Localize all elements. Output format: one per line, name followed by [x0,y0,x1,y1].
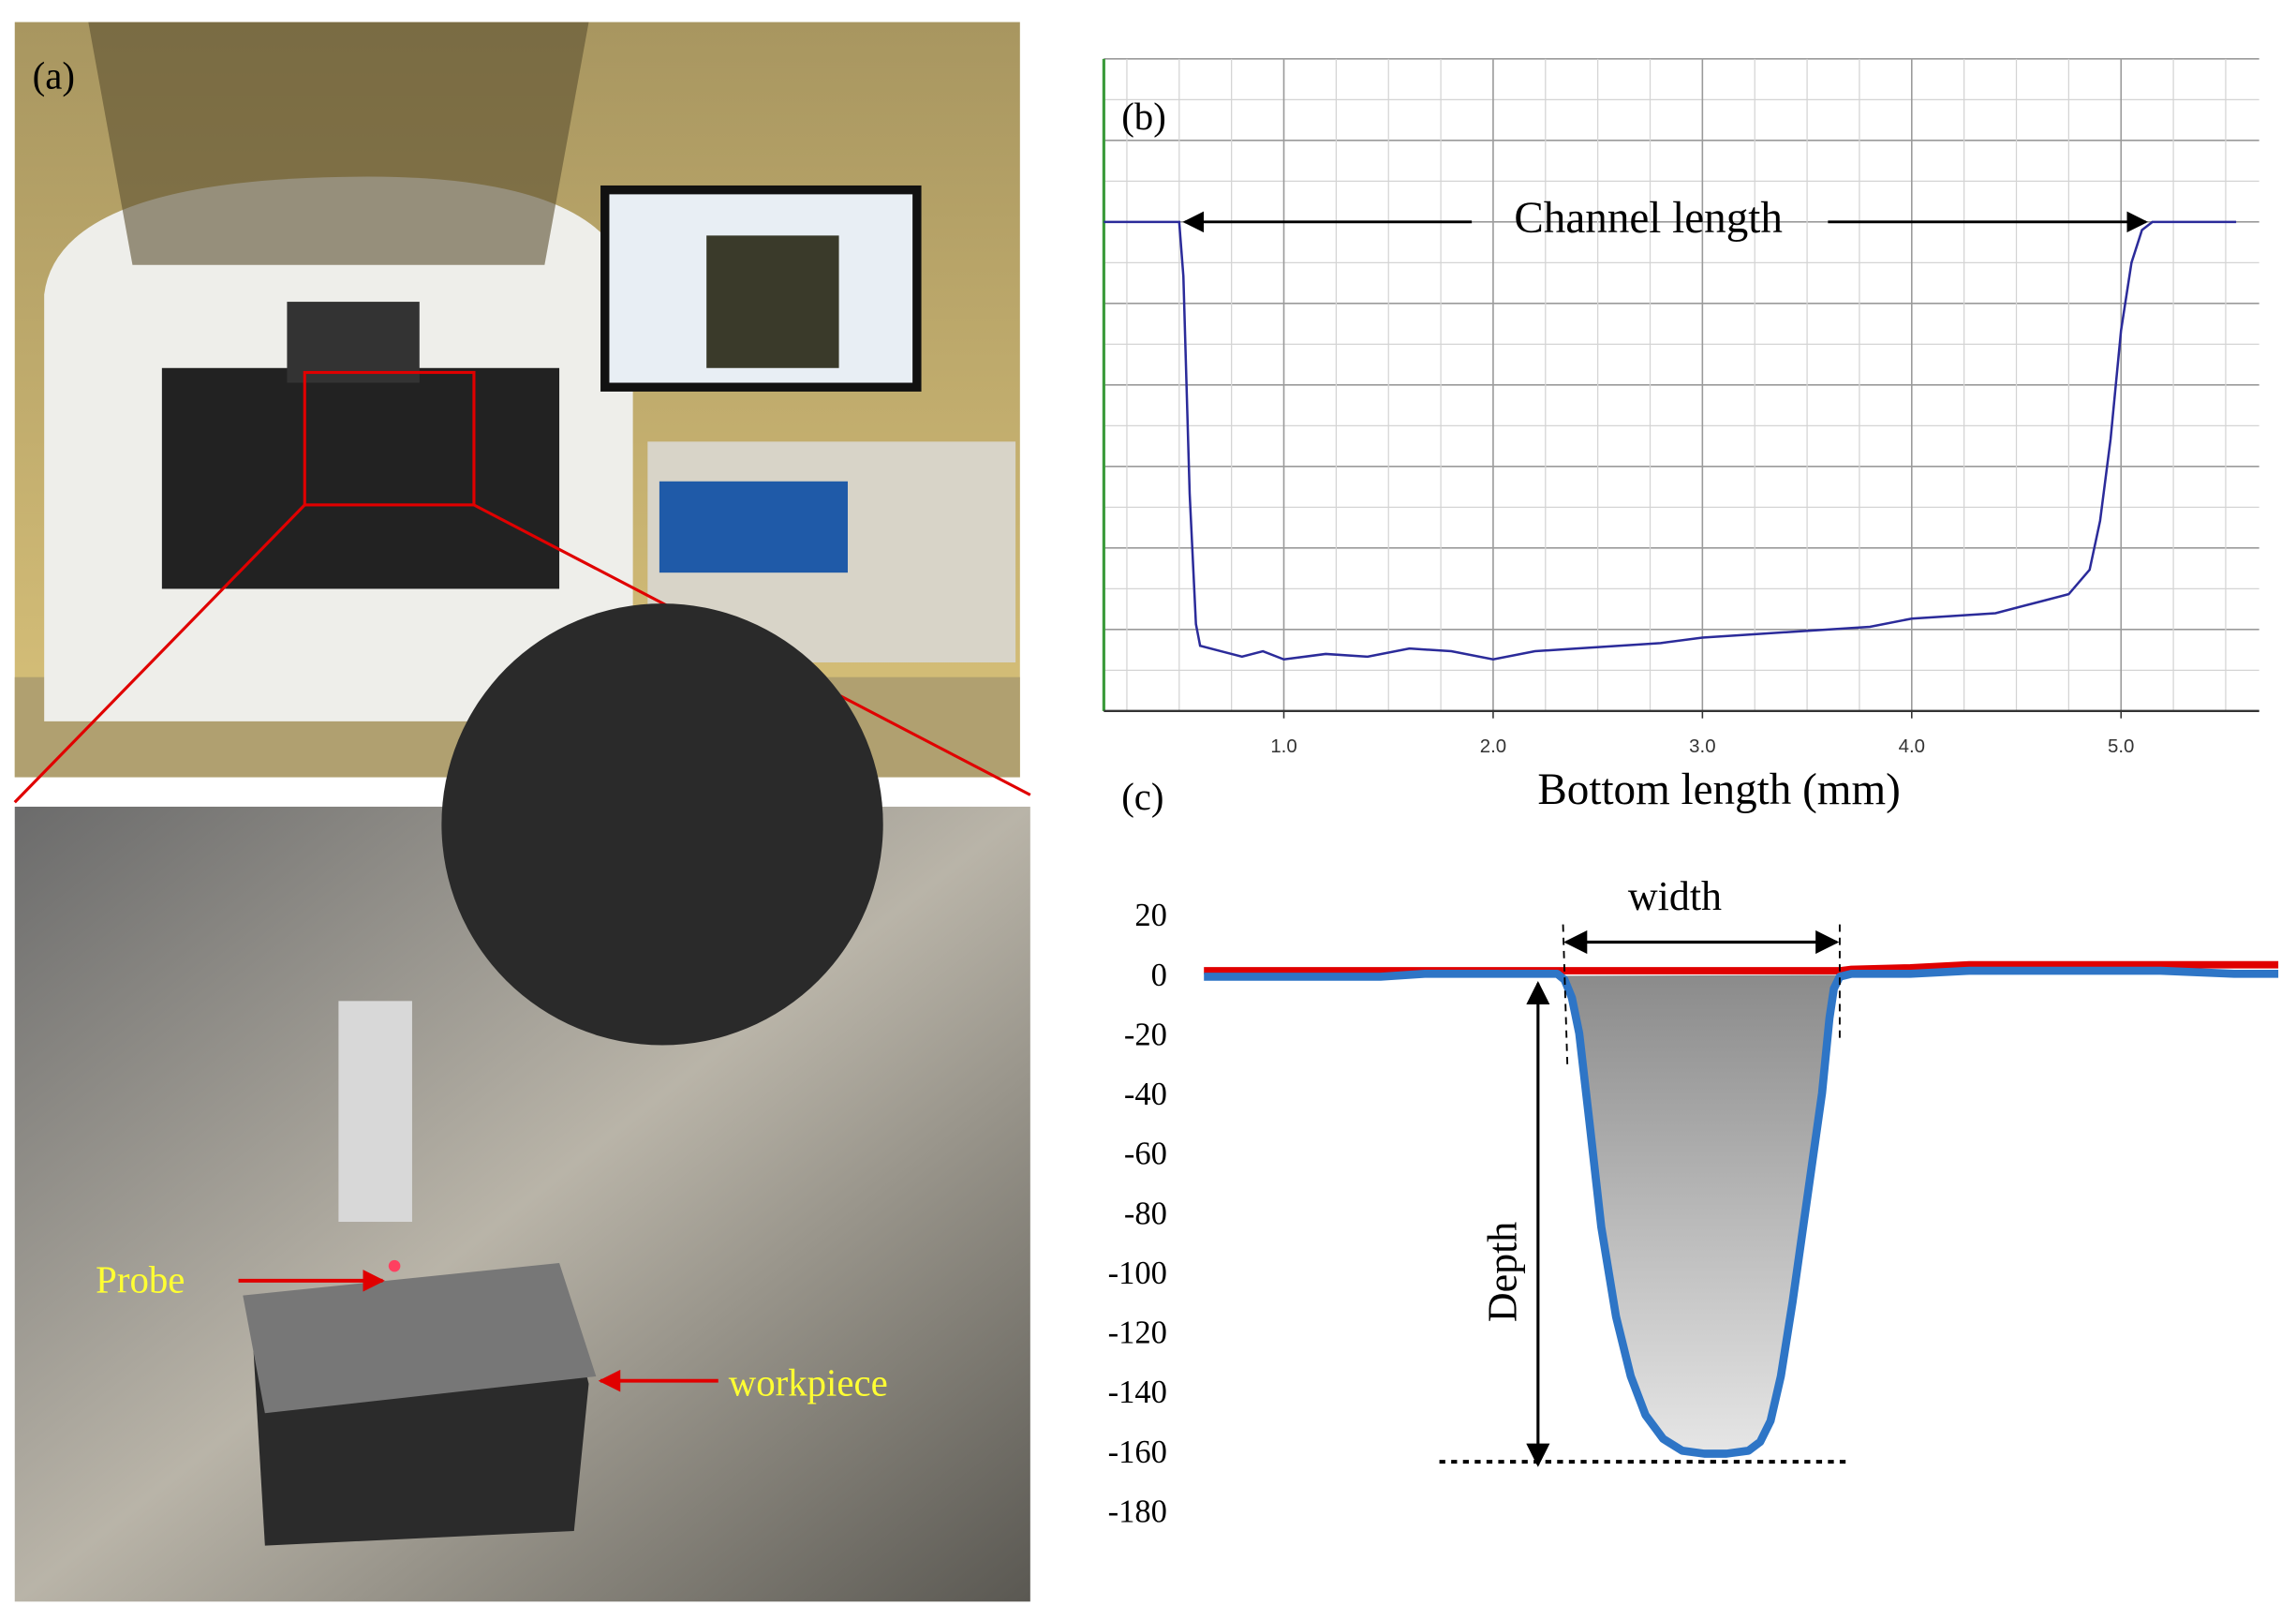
panel-label: (c) [1121,776,1163,818]
y-tick-label: -80 [1124,1196,1167,1231]
x-tick-label: 2.0 [1480,736,1506,757]
y-tick-label: -60 [1124,1137,1167,1172]
instrument-head [287,302,420,383]
x-tick-label: 5.0 [2108,736,2134,757]
zoom-box [303,370,476,507]
workpiece-label: workpiece [729,1361,888,1404]
screen-image [706,235,839,368]
dash-guide [1562,924,1569,1068]
y-tick-label: -180 [1108,1494,1167,1530]
photo-panel: (a) Probe workpiece [13,22,1031,1602]
probe-holder [338,1001,412,1223]
workpiece-top [243,1263,597,1414]
y-tick-label: -140 [1108,1375,1167,1410]
panel-label: (b) [1121,96,1166,138]
channel-fill [1204,971,2279,1454]
y-tick-label: 0 [1151,958,1167,993]
y-tick-label: -40 [1124,1077,1167,1112]
profile-line [1204,966,2279,1458]
profile-line [1204,960,2279,975]
panel-label: (a) [33,54,75,97]
x-axis-label: Bottom length (mm) [1537,765,1900,814]
y-tick-label: -120 [1108,1315,1167,1351]
lid [88,22,589,265]
probe-tip [388,1259,401,1272]
annotation: Channel length [1514,194,1783,243]
lens-housing [441,603,883,1046]
y-tick-label: -160 [1108,1434,1167,1470]
x-tick-label: 3.0 [1689,736,1715,757]
zoom-line [13,503,306,804]
x-tick-label: 4.0 [1899,736,1925,757]
blue-pack [659,481,848,573]
instrument-stage [161,367,560,589]
y-tick-label: -100 [1108,1256,1167,1291]
x-tick-label: 1.0 [1270,736,1296,757]
profile-line [1104,220,2237,661]
y-tick-label: -20 [1124,1017,1167,1052]
probe-label: Probe [96,1258,185,1300]
y-tick-label: 20 [1134,898,1167,933]
annotation: Depth [1479,1222,1525,1323]
annotation: width [1628,873,1722,919]
